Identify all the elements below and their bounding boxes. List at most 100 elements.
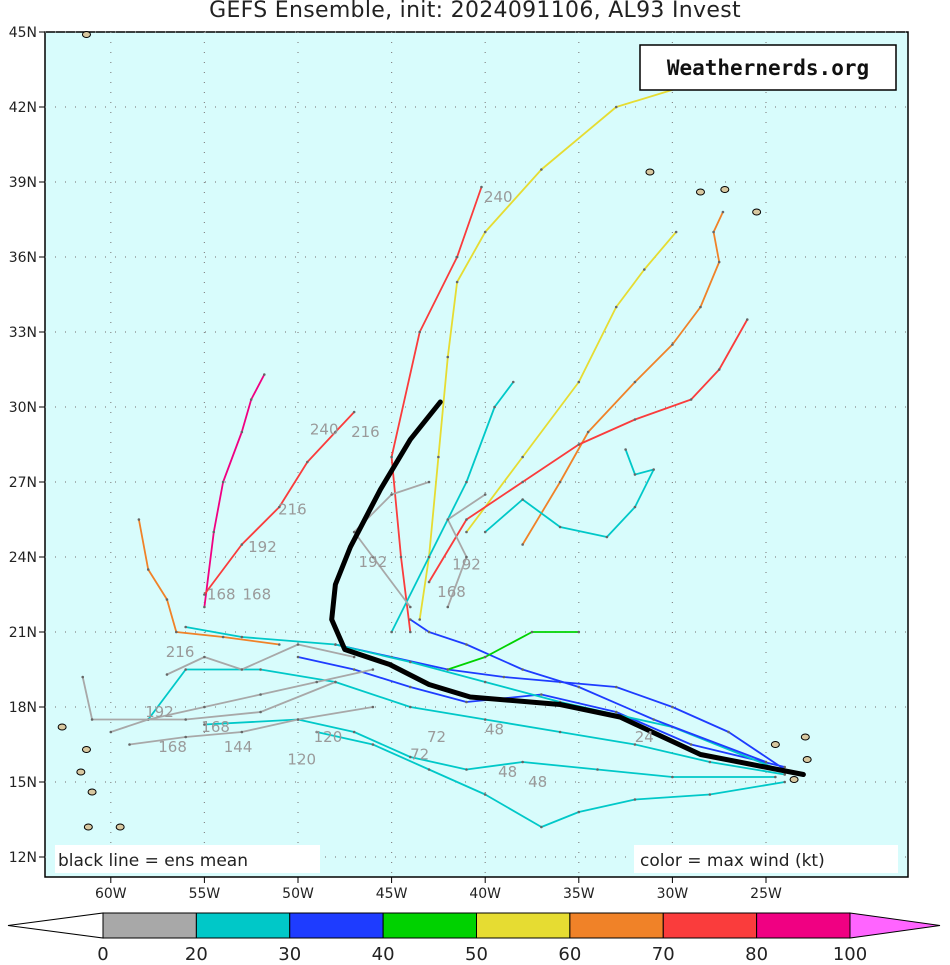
track-point xyxy=(109,730,113,734)
track-point xyxy=(689,398,693,401)
colorbar-swatch xyxy=(756,912,851,939)
lat-tick-label: 42N xyxy=(9,100,37,116)
track-point xyxy=(296,643,300,646)
track-point xyxy=(184,735,187,739)
track-point xyxy=(540,693,543,696)
track-point xyxy=(624,448,627,451)
track-point xyxy=(352,655,356,659)
track-point xyxy=(240,543,244,546)
colorbar: 0 20 30 40 50 60 70 80 100 xyxy=(7,912,941,965)
track-point xyxy=(371,743,375,746)
track-point xyxy=(530,630,534,634)
track-point xyxy=(296,718,300,721)
track-point xyxy=(137,518,141,521)
track-point xyxy=(521,760,524,764)
member-track xyxy=(138,519,280,646)
track-point xyxy=(259,693,262,696)
track-point xyxy=(315,730,319,734)
lat-tick-label: 24N xyxy=(9,550,37,566)
island xyxy=(81,746,91,753)
track-point xyxy=(465,768,468,771)
colorbar-swatch xyxy=(102,912,197,939)
island xyxy=(695,188,705,196)
track-point xyxy=(540,168,543,171)
time-label: 216 xyxy=(166,643,195,661)
island xyxy=(76,768,86,776)
lat-tick-label: 18N xyxy=(9,700,37,716)
track-point xyxy=(277,643,281,646)
lon-tick-label: 45W xyxy=(376,886,408,902)
time-label: 192 xyxy=(452,556,481,574)
track-point xyxy=(409,618,412,621)
colorbar-label: 50 xyxy=(465,944,488,965)
colorbar-label: 100 xyxy=(833,944,867,965)
track-point xyxy=(483,230,487,234)
track-point xyxy=(465,530,468,534)
time-label: 168 xyxy=(242,586,271,604)
chart-title: GEFS Ensemble, init: 2024091106, AL93 In… xyxy=(209,0,741,23)
lon-tick-label: 60W xyxy=(95,886,127,902)
lat-tick-label: 15N xyxy=(9,775,37,791)
lat-tick-label: 30N xyxy=(9,400,37,416)
track-point xyxy=(128,743,131,746)
track-point xyxy=(352,410,356,414)
track-point xyxy=(577,380,581,384)
track-point xyxy=(446,355,450,359)
member-track xyxy=(203,411,355,596)
track-point xyxy=(671,775,674,779)
track-point xyxy=(633,743,637,746)
track-point xyxy=(540,825,543,829)
track-point xyxy=(352,530,356,534)
track-point xyxy=(390,493,393,496)
track-point xyxy=(409,660,412,664)
track-point xyxy=(371,555,375,559)
track-point xyxy=(652,468,655,471)
track-point xyxy=(727,730,730,734)
track-point xyxy=(689,743,693,746)
track-point xyxy=(783,780,787,784)
track-point xyxy=(409,755,412,759)
time-label: 48 xyxy=(498,763,517,781)
track-point xyxy=(259,710,262,714)
island xyxy=(645,168,655,176)
legend-right: color = max wind (kt) xyxy=(634,845,898,873)
colorbar-swatch xyxy=(289,912,384,939)
island xyxy=(752,208,762,216)
track-point xyxy=(184,625,187,629)
lat-tick-label: 33N xyxy=(9,325,37,341)
colorbar-label: 0 xyxy=(97,944,108,965)
lat-tick-label: 21N xyxy=(9,625,37,641)
island xyxy=(115,823,125,831)
track-point xyxy=(184,668,187,671)
track-point xyxy=(521,498,524,501)
track-point xyxy=(418,618,421,621)
colorbar-label: 20 xyxy=(185,944,208,965)
track-point xyxy=(633,380,637,384)
time-label: 240 xyxy=(310,421,339,439)
track-point xyxy=(774,775,777,779)
member-track xyxy=(484,449,655,538)
track-point xyxy=(721,210,725,214)
lat-tick-label: 27N xyxy=(9,475,37,491)
track-point xyxy=(483,530,487,534)
track-point xyxy=(446,668,450,671)
lon-tick-label: 50W xyxy=(282,886,314,902)
track-point xyxy=(783,773,787,776)
colorbar-label: 80 xyxy=(745,944,768,965)
island xyxy=(81,31,91,38)
member-track xyxy=(185,626,786,773)
track-point xyxy=(240,730,244,734)
track-point xyxy=(483,680,487,684)
track-point xyxy=(717,260,721,264)
track-point xyxy=(277,505,281,509)
lon-tick-label: 25W xyxy=(750,886,782,902)
member-track xyxy=(428,319,749,583)
track-point xyxy=(455,255,459,259)
track-point xyxy=(409,705,412,709)
ensemble-tracks xyxy=(81,85,806,829)
track-point xyxy=(586,430,590,434)
track-point xyxy=(614,710,618,714)
track-point xyxy=(465,480,468,484)
